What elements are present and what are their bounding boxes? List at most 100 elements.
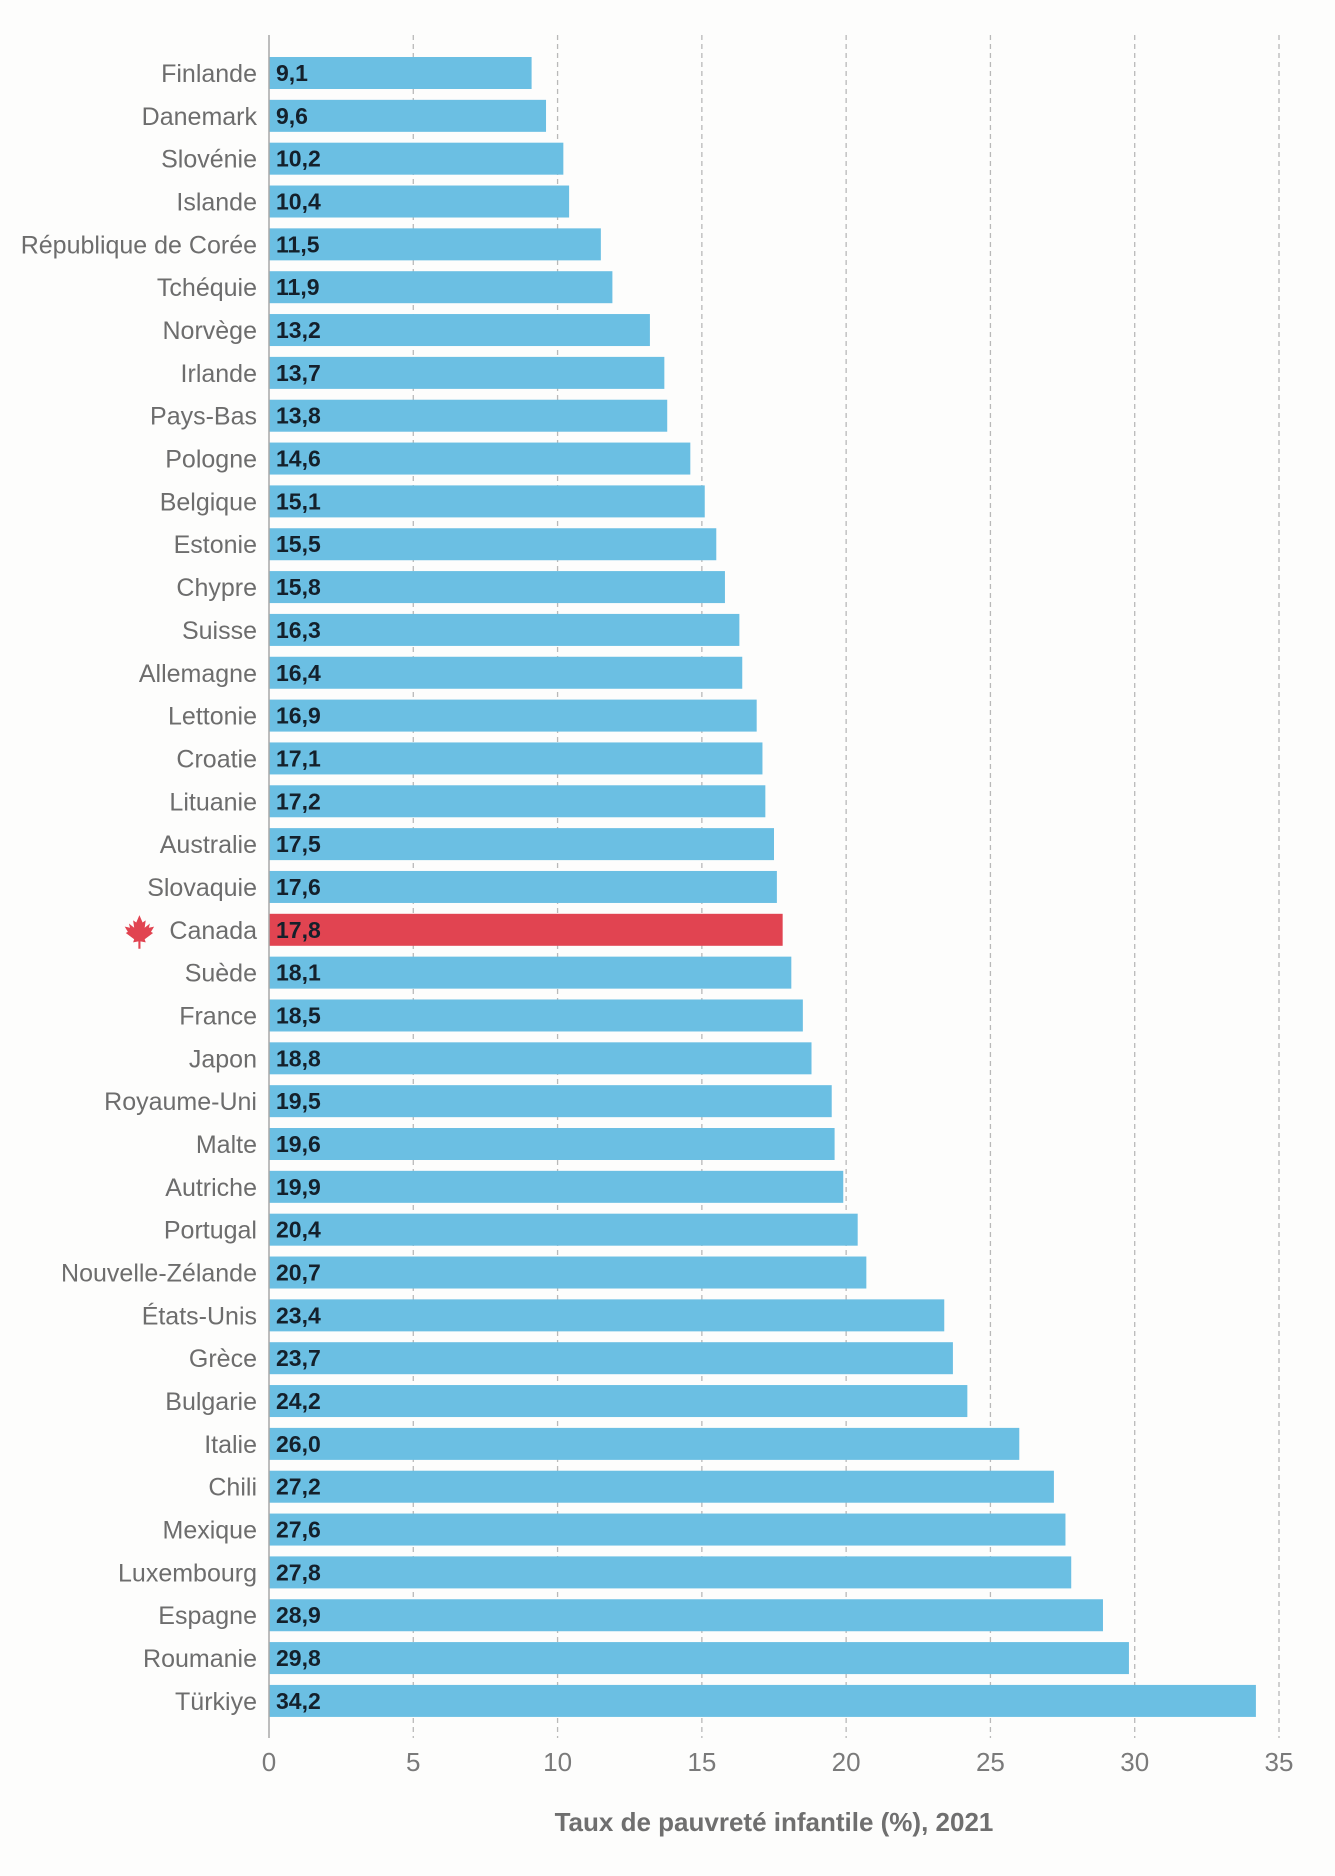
value-label: 34,2 [276,1688,321,1714]
bar [269,699,757,732]
bar [269,1556,1072,1589]
value-label: 13,8 [276,403,321,429]
value-label: 17,2 [276,788,321,814]
bar [269,1684,1256,1717]
value-label: 9,6 [276,103,308,129]
x-tick-label: 5 [406,1747,420,1777]
bar [269,870,777,903]
bar-highlight [269,913,783,946]
category-labels: Finlande Danemark Slovénie Islande Républiqu… [21,60,258,1716]
bar [269,142,564,175]
bar [269,1170,844,1203]
bar [269,1427,1020,1460]
category-label: Canada [169,917,257,945]
category-label: Portugal [164,1217,257,1245]
category-label: Bulgarie [165,1388,257,1416]
bar [269,828,774,861]
category-label: Lituanie [169,788,257,816]
category-label: Chypre [176,574,257,602]
x-tick-label: 20 [832,1747,861,1777]
bar [269,785,766,818]
x-tick-label: 30 [1120,1747,1149,1777]
category-label: Roumanie [143,1645,257,1673]
value-label: 15,5 [276,531,321,557]
x-tick-label: 25 [976,1747,1005,1777]
category-label: Belgique [160,488,257,516]
category-label: Mexique [163,1517,258,1545]
bar [269,399,668,432]
value-label: 16,9 [276,703,321,729]
value-label: 15,1 [276,488,321,514]
bar [269,442,691,475]
category-label: Suède [185,960,257,988]
value-label: 18,5 [276,1002,321,1028]
bar [269,1085,832,1118]
category-label: Lettonie [168,703,257,731]
value-label: 28,9 [276,1602,321,1628]
value-label: 23,7 [276,1345,321,1371]
category-label: Luxembourg [118,1559,257,1587]
bar [269,613,740,646]
bar [269,1213,858,1246]
bar [269,1599,1103,1632]
value-label: 17,6 [276,874,321,900]
bars [269,57,1256,1717]
category-label: Irlande [181,360,257,388]
category-label: Estonie [174,531,257,559]
value-label: 17,8 [276,917,321,943]
bar [269,956,792,989]
bar [269,185,570,218]
bar [269,1513,1066,1546]
bar [269,528,717,561]
category-label: Danemark [142,103,258,131]
category-label: Finlande [161,60,257,88]
value-label: 18,8 [276,1045,321,1071]
value-label: 27,8 [276,1559,321,1585]
x-tick-label: 15 [687,1747,716,1777]
bar [269,99,547,132]
bar [269,1470,1054,1503]
value-label: 19,9 [276,1174,321,1200]
category-label: Royaume-Uni [104,1088,257,1116]
bar [269,271,613,304]
x-tick-label: 0 [262,1747,276,1777]
bar [269,742,763,775]
bar [269,571,725,604]
bar [269,485,705,518]
maple-leaf-icon [124,915,155,949]
x-tick-label: 35 [1265,1747,1294,1777]
value-label: 15,8 [276,574,321,600]
value-label: 19,5 [276,1088,321,1114]
value-label: 13,7 [276,360,321,386]
value-label: 29,8 [276,1645,321,1671]
bar [269,656,743,689]
bar [269,1299,945,1332]
value-label: 18,1 [276,960,321,986]
category-label: Pays-Bas [150,403,257,431]
x-axis-title: Taux de pauvreté infantile (%), 2021 [555,1807,994,1837]
bar [269,228,601,261]
value-labels: 9,1 9,6 10,2 10,4 11,5 11,9 13,2 13,7 13,8 14,6 15… [276,60,321,1714]
value-label: 17,5 [276,831,321,857]
category-label: Croatie [176,745,257,773]
category-label: Türkiye [175,1688,257,1716]
value-label: 19,6 [276,1131,321,1157]
category-label: Slovénie [161,146,257,174]
value-label: 23,4 [276,1302,321,1328]
category-label: Slovaquie [147,874,257,902]
value-label: 27,2 [276,1474,321,1500]
value-label: 26,0 [276,1431,321,1457]
value-label: 17,1 [276,745,321,771]
category-label: Espagne [158,1602,257,1630]
value-label: 20,7 [276,1260,321,1286]
bar [269,999,803,1032]
value-label: 10,2 [276,146,321,172]
bar [269,1342,953,1375]
category-label: Norvège [163,317,258,345]
value-label: 9,1 [276,60,308,86]
value-label: 11,9 [276,274,320,300]
category-label: République de Corée [21,231,257,259]
value-label: 11,5 [276,231,320,257]
bar [269,1128,835,1160]
